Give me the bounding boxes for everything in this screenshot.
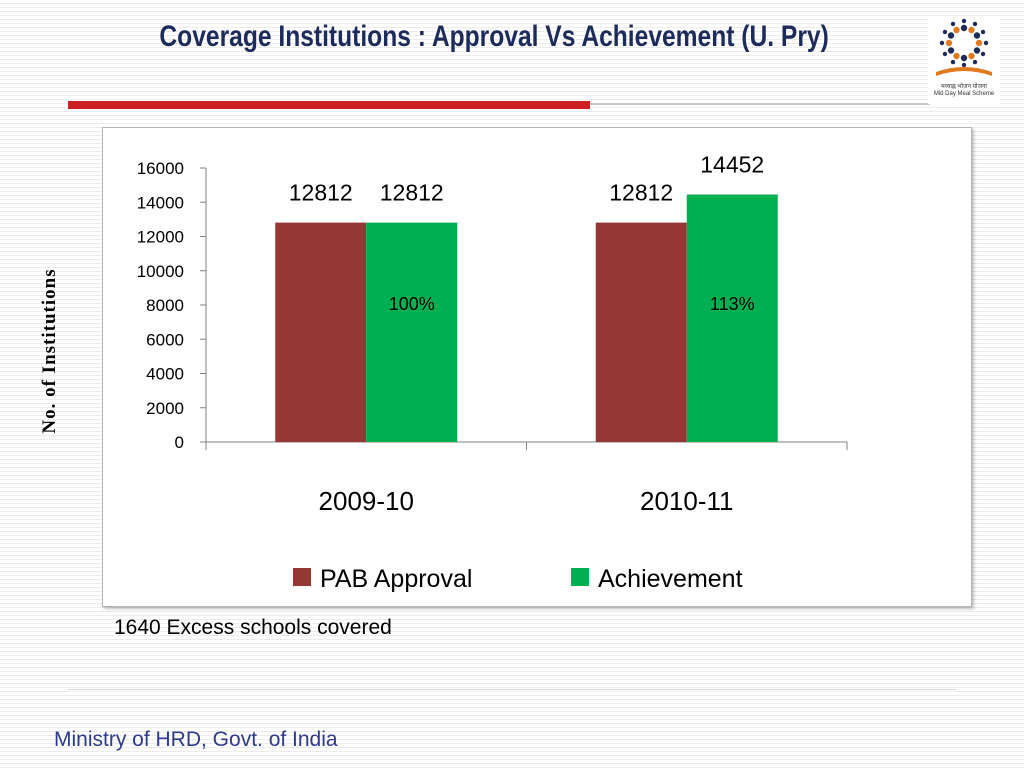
chart-area: 0 2000 4000 6000 8000 10000 12000 14000 16000 128… [102, 127, 972, 607]
bar-pab-approval [275, 222, 367, 442]
legend-label-pab-approval: PAB Approval [320, 565, 472, 593]
percentage-annotation: 100% [389, 294, 435, 314]
logo-figure [950, 21, 956, 27]
logo-figure [980, 51, 986, 57]
logo-figure [939, 40, 945, 46]
logo-figure [953, 26, 960, 34]
y-tick-label: 10000 [137, 262, 184, 281]
logo-figure [942, 51, 948, 57]
percentage-annotation: 113% [710, 294, 755, 314]
y-tick-label: 16000 [137, 159, 184, 178]
logo-figure [968, 26, 975, 34]
title-underline-grey [590, 103, 930, 105]
footer-divider [68, 689, 956, 690]
legend-swatch-achievement [571, 568, 589, 586]
y-tick-label: 6000 [146, 330, 184, 349]
data-label: 12812 [380, 180, 444, 206]
y-tick-label: 8000 [146, 296, 184, 315]
y-tick-label: 0 [175, 433, 184, 452]
title-underline-red [68, 101, 590, 109]
y-tick-label: 12000 [137, 228, 184, 247]
logo-figure [973, 32, 981, 39]
logo-english-text: Mid Day Meal Scheme [933, 91, 995, 97]
mid-day-meal-logo-icon [936, 18, 992, 76]
data-label: 14452 [700, 152, 764, 178]
logo-figure [972, 21, 978, 27]
slide-title: Coverage Institutions : Approval Vs Achi… [159, 20, 829, 53]
logo-figure [945, 39, 953, 47]
logo-figure [947, 32, 955, 39]
y-axis-label: No. of Institutions [39, 268, 60, 434]
logo-figure [947, 47, 955, 54]
bar-pab-approval [595, 222, 687, 442]
x-category-label: 2009-10 [319, 486, 414, 516]
logo-figure [975, 39, 983, 47]
logo-figure [960, 24, 968, 32]
data-label: 12812 [289, 180, 353, 206]
logo-figure [973, 47, 981, 54]
excess-schools-note: 1640 Excess schools covered [114, 616, 392, 639]
logo-figure [983, 40, 989, 46]
logo-figure [980, 29, 986, 35]
logo-figure [968, 52, 975, 60]
logo-figure [972, 59, 978, 65]
mid-day-meal-logo: मध्याह्न भोजन योजना Mid Day Meal Scheme [928, 18, 1000, 104]
y-tick-label: 2000 [146, 399, 184, 418]
book-icon [936, 67, 992, 76]
bar-achievement [366, 222, 458, 442]
logo-figure [950, 59, 956, 65]
logo-figure [961, 18, 967, 24]
legend-swatch-pab-approval [293, 568, 311, 586]
y-tick-label: 4000 [146, 365, 184, 384]
logo-figure [960, 54, 968, 62]
legend-label-achievement: Achievement [598, 565, 743, 593]
logo-figure [961, 62, 967, 68]
bar-chart: 0 2000 4000 6000 8000 10000 12000 14000 16000 128… [137, 152, 848, 593]
logo-figure [942, 29, 948, 35]
logo-hindi-text: मध्याह्न भोजन योजना [941, 84, 987, 90]
logo-figure [953, 52, 960, 60]
y-tick-label: 14000 [137, 193, 184, 212]
data-label: 12812 [609, 180, 673, 206]
footer-ministry: Ministry of HRD, Govt. of India [54, 728, 338, 751]
bar-achievement [686, 194, 778, 442]
x-category-label: 2010-11 [640, 486, 734, 516]
